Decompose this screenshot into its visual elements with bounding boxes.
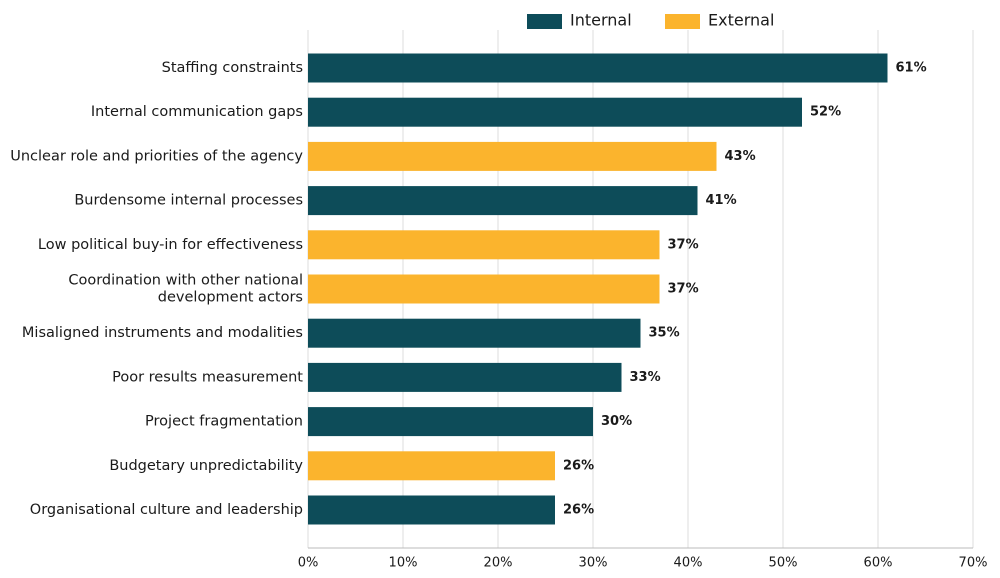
x-tick-label: 30%: [579, 556, 608, 571]
y-tick-label: Burdensome internal processes: [74, 193, 303, 209]
x-tick-label: 0%: [298, 556, 319, 571]
y-tick-label: Internal communication gaps: [91, 104, 303, 120]
bar: [308, 53, 888, 83]
y-tick-label: Unclear role and priorities of the agenc…: [10, 148, 303, 164]
bar: [308, 318, 641, 348]
x-tick-label: 70%: [959, 556, 988, 571]
legend-swatch: [665, 14, 700, 29]
value-label: 37%: [668, 237, 699, 252]
value-label: 33%: [630, 370, 661, 385]
bar: [308, 274, 660, 304]
legend-swatch: [527, 14, 562, 29]
x-tick-label: 10%: [389, 556, 418, 571]
y-tick-label: Staffing constraints: [162, 60, 303, 76]
value-label: 37%: [668, 282, 699, 297]
bar: [308, 186, 698, 216]
value-label: 52%: [810, 105, 841, 120]
value-label: 61%: [896, 61, 927, 76]
bar: [308, 407, 593, 437]
value-label: 30%: [601, 414, 632, 429]
y-tick-label: Low political buy-in for effectiveness: [38, 237, 303, 253]
value-label: 41%: [706, 193, 737, 208]
value-label: 26%: [563, 458, 594, 473]
bar: [308, 495, 555, 525]
bar: [308, 141, 717, 171]
bar: [308, 362, 622, 392]
y-tick-label: Coordination with other national developm…: [68, 273, 303, 306]
y-tick-label: Organisational culture and leadership: [30, 502, 303, 518]
x-tick-label: 50%: [769, 556, 798, 571]
value-label: 35%: [649, 326, 680, 341]
x-tick-label: 20%: [484, 556, 513, 571]
bar: [308, 97, 802, 127]
x-tick-label: 60%: [864, 556, 893, 571]
value-label: 43%: [725, 149, 756, 164]
bar: [308, 230, 660, 260]
y-tick-label: Budgetary unpredictability: [109, 458, 303, 474]
y-tick-label: Misaligned instruments and modalities: [22, 325, 303, 341]
legend-label: Internal: [570, 11, 632, 30]
y-tick-label: Poor results measurement: [112, 369, 303, 385]
y-tick-label: Project fragmentation: [145, 414, 303, 430]
bar: [308, 451, 555, 481]
value-label: 26%: [563, 503, 594, 518]
legend-label: External: [708, 11, 774, 30]
x-tick-label: 40%: [674, 556, 703, 571]
